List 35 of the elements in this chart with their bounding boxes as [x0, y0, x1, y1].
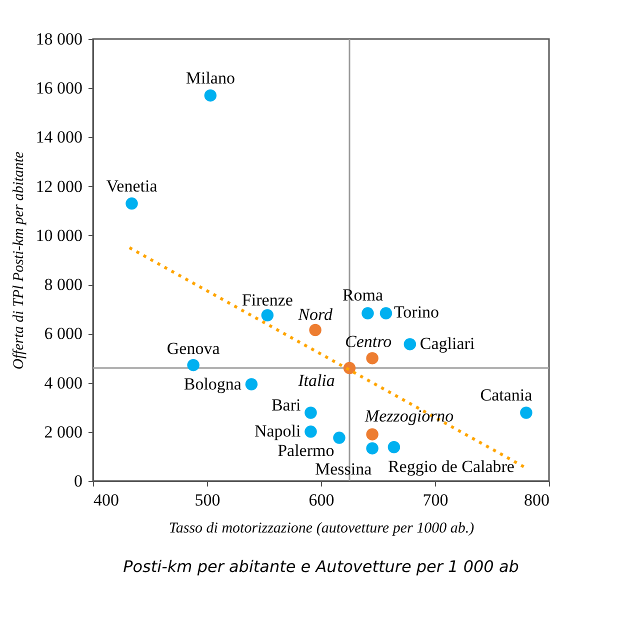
x-tick-label: 800: [524, 490, 550, 510]
annotation: Bologna: [184, 374, 242, 394]
y-tick-label: 14 000: [36, 128, 82, 147]
annotation: Torino: [394, 302, 440, 322]
x-tick-label: 500: [194, 490, 220, 510]
x-tick-label: 600: [308, 490, 334, 510]
y-tick-label: 10 000: [36, 226, 82, 245]
annotation: Napoli: [254, 422, 302, 441]
annotation: Bari: [271, 396, 302, 415]
y-tick-label: 18 000: [36, 30, 82, 48]
annotation: Messina: [314, 459, 372, 478]
y-axis-title: Offerta di TPl Posti-km per abitante: [10, 151, 27, 370]
x-axis-title: Tasso di motorizzazione (autovetture per 1000 ab.): [168, 520, 474, 536]
annotation: Roma: [342, 285, 384, 304]
y-tick-label: 8 000: [44, 275, 82, 294]
annotation: Reggio de Calabre: [388, 457, 514, 476]
y-tick-label: 4 000: [44, 373, 82, 392]
y-tick-label: 2 000: [44, 422, 82, 442]
x-tick-label: 700: [422, 490, 448, 510]
y-tick-label: 0: [74, 472, 82, 490]
y-tick-label: 12 000: [36, 176, 82, 196]
annotation: Centro: [345, 332, 392, 352]
annotation: Venetia: [106, 176, 158, 196]
annotation: Cagliari: [420, 334, 475, 354]
annotation: Italia: [297, 371, 335, 390]
annotation: Nord: [297, 304, 333, 324]
annotation: Firenze: [242, 290, 293, 310]
text: Posti-km per abitante e Autovetture per 1 000 ab: [123, 557, 519, 576]
y-tick-label: 16 000: [36, 78, 82, 98]
x-tick-label: 400: [94, 490, 119, 510]
annotation: Catania: [480, 386, 533, 405]
annotation: Genova: [166, 339, 220, 358]
y-tick-label: 6 000: [44, 324, 82, 344]
annotation: Milano: [186, 68, 235, 88]
annotation: Palermo: [278, 440, 334, 460]
